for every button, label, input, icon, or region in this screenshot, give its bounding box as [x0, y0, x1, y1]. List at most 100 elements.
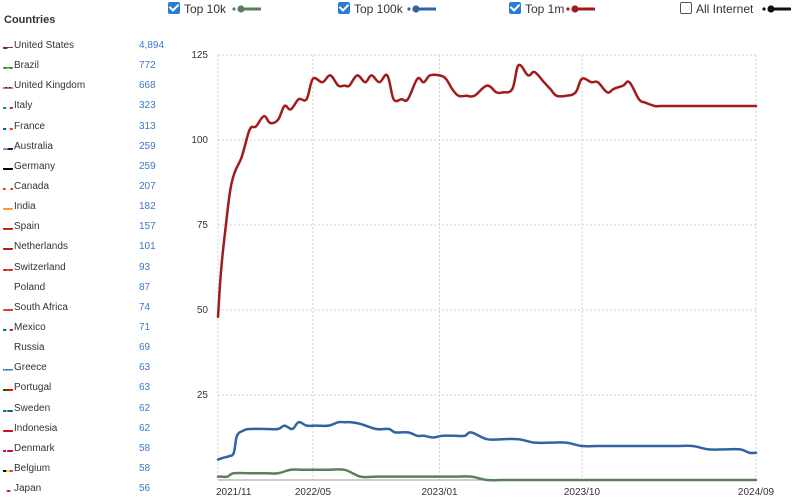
legend-label-all-internet: All Internet [696, 2, 754, 16]
country-name: Sweden [14, 402, 51, 414]
country-row: Greece 63 [0, 358, 175, 378]
country-count-link[interactable]: 323 [139, 100, 156, 112]
x-tick-label: 2022/05 [295, 487, 332, 498]
country-row: United Kingdom 668 [0, 76, 175, 96]
country-name: Switzerland [14, 261, 66, 273]
country-name: Indonesia [14, 422, 58, 434]
flag-gb-icon [3, 82, 13, 90]
y-tick-label: 100 [191, 135, 208, 146]
country-count-link[interactable]: 157 [139, 221, 156, 233]
country-count-link[interactable]: 93 [139, 261, 151, 273]
country-count-link[interactable]: 4,894 [139, 40, 165, 51]
flag-in-icon [3, 203, 13, 211]
country-name: Russia [14, 342, 45, 354]
country-row: Sweden 62 [0, 399, 175, 419]
country-count-link[interactable]: 87 [139, 281, 151, 293]
country-count-link[interactable]: 62 [139, 422, 151, 434]
country-count-link[interactable]: 772 [139, 60, 156, 72]
country-name: Japan [14, 483, 42, 495]
country-row: Belgium 58 [0, 459, 175, 479]
legend-checkbox-top-100k[interactable] [338, 2, 350, 14]
country-count-link[interactable]: 58 [139, 442, 151, 454]
flag-de-icon [3, 163, 13, 170]
legend-checkbox-top-1m[interactable] [509, 2, 521, 14]
country-name: South Africa [14, 301, 68, 313]
legend-checkbox-all-internet[interactable] [680, 2, 692, 14]
country-count-link[interactable]: 69 [139, 342, 151, 354]
legend-swatch-dot [232, 7, 236, 11]
country-list: United States 4,894 Brazil 772 United Kingdo… [0, 36, 175, 498]
legend-swatch-dot [762, 7, 766, 11]
legend-checkbox-top-10k[interactable] [168, 2, 180, 14]
flag-us-icon [3, 42, 13, 49]
country-name: India [14, 201, 36, 213]
legend-swatch-dot [566, 7, 570, 11]
country-name: Denmark [14, 442, 55, 454]
flag-ru-icon [3, 344, 13, 352]
legend-swatch-dot [407, 7, 411, 11]
country-count-link[interactable]: 207 [139, 180, 156, 192]
country-count-link[interactable]: 182 [139, 201, 156, 213]
country-name: Canada [14, 180, 50, 192]
country-row: Indonesia 62 [0, 419, 175, 439]
country-row: Russia 69 [0, 338, 175, 358]
country-count-link[interactable]: 101 [139, 241, 156, 253]
country-name: Poland [14, 281, 46, 293]
country-name: Brazil [14, 60, 40, 72]
flag-se-icon [3, 405, 13, 412]
legend-swatch-top-1m [566, 5, 595, 13]
country-name: Portugal [14, 382, 52, 394]
country-count-link[interactable]: 63 [139, 382, 151, 394]
series-line-top-100k [216, 420, 758, 461]
country-count-link[interactable]: 62 [139, 402, 151, 414]
country-row: Brazil 772 [0, 56, 175, 76]
country-row: Australia 259 [0, 137, 175, 157]
y-tick-label: 125 [191, 50, 208, 61]
country-name: Netherlands [14, 241, 68, 253]
country-name: Belgium [14, 462, 51, 474]
country-name: Spain [14, 221, 40, 233]
country-row: Poland 87 [0, 278, 175, 298]
country-row: India 182 [0, 197, 175, 217]
country-row: Denmark 58 [0, 439, 175, 459]
country-row: United States 4,894 [0, 36, 175, 56]
flag-it-icon [3, 102, 13, 110]
flag-nl-icon [3, 243, 13, 251]
legend-swatch-marker [412, 5, 420, 13]
flag-be-icon [3, 465, 13, 472]
legend-swatch-top-100k [407, 5, 436, 13]
x-tick-label: 2024/09 [738, 487, 775, 498]
y-tick-label: 25 [197, 390, 209, 401]
flag-pl-icon [3, 284, 13, 291]
country-row: Mexico 71 [0, 318, 175, 338]
x-tick-label: 2023/01 [421, 487, 458, 498]
country-count-link[interactable]: 58 [139, 462, 151, 474]
country-count-link[interactable]: 71 [139, 321, 151, 333]
country-count-link[interactable]: 63 [139, 362, 151, 374]
x-tick-label: 2021/11 [216, 487, 252, 498]
country-row: Germany 259 [0, 157, 175, 177]
country-row: Switzerland 93 [0, 258, 175, 278]
country-count-link[interactable]: 668 [139, 80, 156, 92]
country-count-link[interactable]: 313 [139, 120, 156, 132]
y-tick-label: 75 [197, 220, 209, 231]
flag-dk-icon [3, 445, 13, 452]
flag-mx-icon [3, 324, 13, 331]
country-name: Germany [14, 160, 56, 172]
country-count-link[interactable]: 56 [139, 483, 151, 495]
country-row: Canada 207 [0, 177, 175, 197]
country-name: Italy [14, 100, 33, 112]
country-count-link[interactable]: 259 [139, 160, 156, 172]
country-row: Italy 323 [0, 96, 175, 116]
flag-au-icon [3, 143, 13, 150]
flag-ca-icon [3, 183, 13, 190]
country-row: Netherlands 101 [0, 237, 175, 257]
country-row: Spain 157 [0, 217, 175, 237]
country-count-link[interactable]: 74 [139, 301, 151, 313]
country-row: Portugal 63 [0, 378, 175, 398]
x-tick-label: 2023/10 [564, 487, 601, 498]
sidebar-title: Countries [4, 14, 56, 26]
legend-swatch-all-internet [762, 5, 791, 13]
series-line-top-1m [216, 63, 758, 319]
country-count-link[interactable]: 259 [139, 140, 156, 152]
